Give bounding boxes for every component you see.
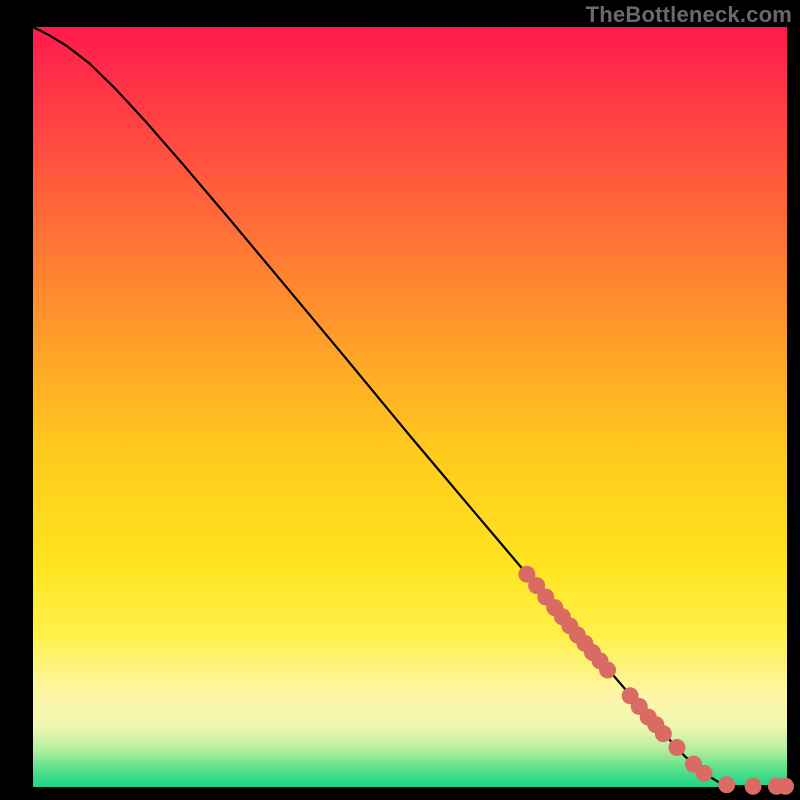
marker-dot — [777, 778, 794, 795]
marker-dot — [696, 765, 713, 782]
bottleneck-plot — [0, 0, 800, 800]
watermark-text: TheBottleneck.com — [586, 2, 792, 28]
marker-dot — [599, 661, 616, 678]
marker-dot — [745, 778, 762, 795]
marker-dot — [718, 776, 735, 793]
marker-dot — [668, 739, 685, 756]
plot-gradient-area — [33, 27, 787, 787]
marker-dot — [655, 725, 672, 742]
